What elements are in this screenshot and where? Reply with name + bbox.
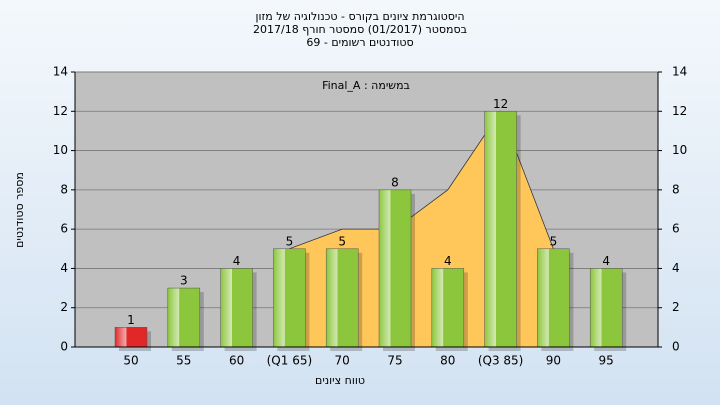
value-label: 4: [444, 254, 452, 268]
value-label: 12: [493, 97, 508, 111]
x-tick-label: 60: [229, 354, 244, 368]
y2-tick-label: 14: [672, 65, 687, 79]
value-label: 4: [233, 254, 241, 268]
subtitle: בסמסטר (01/2017) סמסטר חורף 2017/18: [253, 23, 467, 36]
x-tick-label: 95: [599, 354, 614, 368]
y2-tick-label: 12: [672, 104, 687, 118]
chart-title: היסטוגרמת ציונים בקורס - טכנולוגיה של מז…: [255, 10, 464, 23]
x-tick-label: (Q1 65): [267, 354, 313, 368]
bar: [484, 111, 517, 348]
value-label: 5: [338, 234, 346, 248]
x-tick-label: 90: [546, 354, 561, 368]
y2-tick-label: 2: [672, 300, 680, 314]
value-label: 8: [391, 175, 399, 189]
bar: [589, 268, 623, 348]
bar: [114, 327, 148, 348]
x-tick-label: (Q3 85): [478, 354, 524, 368]
bar: [273, 248, 306, 348]
y-tick-label: 12: [53, 104, 68, 118]
y2-tick-label: 0: [672, 340, 680, 354]
y-tick-label: 8: [60, 182, 68, 196]
bar: [325, 248, 359, 348]
value-label: 5: [286, 234, 294, 248]
x-tick-label: 55: [176, 354, 191, 368]
y2-tick-label: 4: [672, 261, 680, 275]
bar: [167, 287, 201, 348]
annotation: במשימה : Final_A: [322, 79, 410, 92]
x-tick-label: 70: [335, 354, 350, 368]
value-label: 1: [127, 313, 135, 327]
x-tick-label: 50: [123, 354, 138, 368]
subtitle: סטודנטים רשומים - 69: [306, 36, 413, 49]
bar: [537, 248, 570, 348]
bar: [378, 189, 412, 348]
y-axis-label: מספר סטודנטים: [13, 172, 26, 248]
y-tick-label: 10: [53, 143, 68, 157]
bar: [431, 268, 465, 348]
x-tick-label: 80: [440, 354, 455, 368]
value-label: 3: [180, 274, 188, 288]
y2-tick-label: 10: [672, 143, 687, 157]
value-label: 4: [602, 254, 610, 268]
y2-tick-label: 8: [672, 182, 680, 196]
y-tick-label: 0: [60, 340, 68, 354]
y-tick-label: 14: [53, 65, 68, 79]
bar: [220, 268, 253, 348]
x-axis-label: טווח ציונים: [315, 374, 365, 387]
x-tick-label: 75: [387, 354, 402, 368]
value-label: 5: [550, 234, 558, 248]
y-tick-label: 6: [60, 222, 68, 236]
y-tick-label: 4: [60, 261, 68, 275]
y2-tick-label: 6: [672, 222, 680, 236]
y-tick-label: 2: [60, 300, 68, 314]
